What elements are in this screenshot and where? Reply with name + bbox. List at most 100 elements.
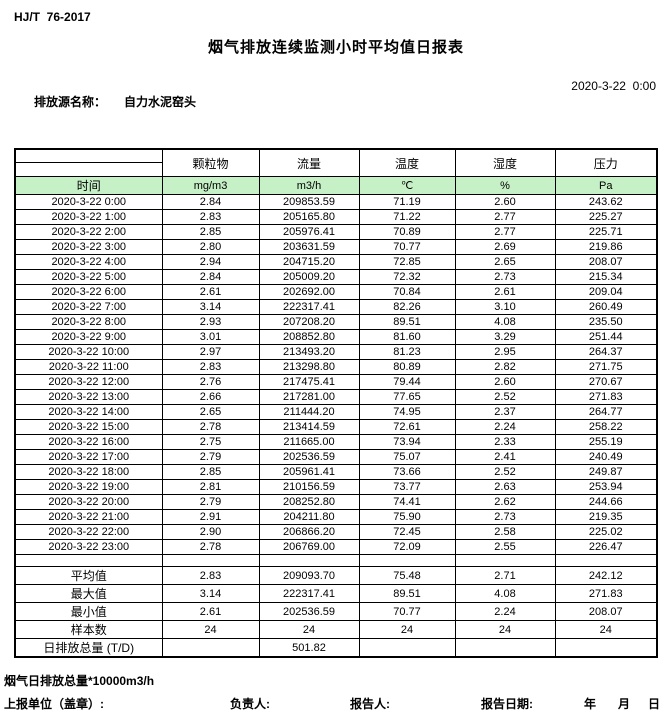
value-cell: 235.50 <box>554 314 658 330</box>
summary-row: 最大值 3.14 222317.41 89.51 4.08 271.83 <box>14 584 658 603</box>
summary-value-cell: 24 <box>161 620 260 639</box>
time-cell: 2020-3-22 2:00 <box>14 224 163 240</box>
table-row: 2020-3-22 15:00 2.78 213414.59 72.61 2.24 258… <box>14 419 658 435</box>
time-cell: 2020-3-22 20:00 <box>14 494 163 510</box>
table-row: 2020-3-22 2:00 2.85 205976.41 70.89 2.77 225.… <box>14 224 658 240</box>
summary-label: 最小值 <box>14 602 163 621</box>
value-cell: 208.07 <box>554 254 658 270</box>
value-cell: 264.37 <box>554 344 658 360</box>
responsible-label: 负责人: <box>230 697 270 711</box>
summary-value-cell: 2.61 <box>161 602 260 621</box>
value-cell: 209853.59 <box>258 194 360 210</box>
value-cell: 72.32 <box>358 269 456 285</box>
table-row: 2020-3-22 12:00 2.76 217475.41 79.44 2.60 270… <box>14 374 658 390</box>
value-cell: 72.45 <box>358 524 456 540</box>
table-row: 2020-3-22 16:00 2.75 211665.00 73.94 2.33 255… <box>14 434 658 450</box>
spacer-cell <box>358 554 456 567</box>
summary-value-cell: 89.51 <box>358 584 456 603</box>
time-cell: 2020-3-22 9:00 <box>14 329 163 345</box>
value-cell: 204715.20 <box>258 254 360 270</box>
value-cell: 3.10 <box>454 299 556 315</box>
time-cell: 2020-3-22 11:00 <box>14 359 163 375</box>
time-cell: 2020-3-22 1:00 <box>14 209 163 225</box>
spacer-cell <box>258 554 360 567</box>
table-row: 2020-3-22 13:00 2.66 217281.00 77.65 2.52 271… <box>14 389 658 405</box>
value-cell: 264.77 <box>554 404 658 420</box>
col-header-flow: 流量 <box>258 148 360 177</box>
summary-value-cell: 501.82 <box>258 638 360 658</box>
value-cell: 207208.20 <box>258 314 360 330</box>
value-cell: 2.24 <box>454 419 556 435</box>
value-cell: 2.85 <box>161 464 260 480</box>
pollutant-header-row: 颗粒物 流量 温度 湿度 压力 <box>14 148 658 177</box>
time-cell: 2020-3-22 16:00 <box>14 434 163 450</box>
time-cell: 2020-3-22 17:00 <box>14 449 163 465</box>
time-cell: 2020-3-22 15:00 <box>14 419 163 435</box>
report-date-label: 报告日期: <box>481 697 533 711</box>
unit-header-row: 时间 mg/m3 m3/h ℃ % Pa <box>14 176 658 195</box>
time-cell: 2020-3-22 14:00 <box>14 404 163 420</box>
value-cell: 2.81 <box>161 479 260 495</box>
value-cell: 2.75 <box>161 434 260 450</box>
summary-value-cell: 202536.59 <box>258 602 360 621</box>
report-unit-label: 上报单位（盖章）: <box>4 697 104 711</box>
time-cell: 2020-3-22 18:00 <box>14 464 163 480</box>
value-cell: 71.22 <box>358 209 456 225</box>
value-cell: 208852.80 <box>258 329 360 345</box>
value-cell: 2.52 <box>454 464 556 480</box>
value-cell: 2.60 <box>454 374 556 390</box>
table-row: 2020-3-22 10:00 2.97 213493.20 81.23 2.95 264… <box>14 344 658 360</box>
table-row: 2020-3-22 1:00 2.83 205165.80 71.22 2.77 225.… <box>14 209 658 225</box>
value-cell: 2.33 <box>454 434 556 450</box>
value-cell: 2.77 <box>454 224 556 240</box>
value-cell: 2.95 <box>454 344 556 360</box>
table-row: 2020-3-22 22:00 2.90 206866.20 72.45 2.58 225… <box>14 524 658 540</box>
summary-value-cell: 70.77 <box>358 602 456 621</box>
value-cell: 72.85 <box>358 254 456 270</box>
summary-value-cell: 222317.41 <box>258 584 360 603</box>
value-cell: 2.94 <box>161 254 260 270</box>
source-label: 排放源名称： <box>34 95 107 109</box>
value-cell: 217281.00 <box>258 389 360 405</box>
value-cell: 255.19 <box>554 434 658 450</box>
value-cell: 2.62 <box>454 494 556 510</box>
value-cell: 4.08 <box>454 314 556 330</box>
value-cell: 209.04 <box>554 284 658 300</box>
value-cell: 203631.59 <box>258 239 360 255</box>
value-cell: 2.66 <box>161 389 260 405</box>
summary-value-cell: 2.83 <box>161 566 260 585</box>
summary-value-cell: 4.08 <box>454 584 556 603</box>
table-row: 2020-3-22 9:00 3.01 208852.80 81.60 3.29 251.… <box>14 329 658 345</box>
summary-label: 样本数 <box>14 620 163 639</box>
value-cell: 70.77 <box>358 239 456 255</box>
value-cell: 81.60 <box>358 329 456 345</box>
value-cell: 206769.00 <box>258 539 360 555</box>
value-cell: 82.26 <box>358 299 456 315</box>
table-row: 2020-3-22 18:00 2.85 205961.41 73.66 2.52 249… <box>14 464 658 480</box>
value-cell: 2.84 <box>161 194 260 210</box>
value-cell: 2.76 <box>161 374 260 390</box>
summary-row: 最小值 2.61 202536.59 70.77 2.24 208.07 <box>14 602 658 621</box>
unit-flow: m3/h <box>258 176 360 195</box>
value-cell: 2.73 <box>454 509 556 525</box>
monitoring-table: 颗粒物 流量 温度 湿度 压力 时间 mg/m3 m3/h ℃ % Pa 202… <box>14 148 658 658</box>
value-cell: 73.94 <box>358 434 456 450</box>
value-cell: 225.71 <box>554 224 658 240</box>
value-cell: 206866.20 <box>258 524 360 540</box>
value-cell: 2.65 <box>161 404 260 420</box>
col-header-temperature: 温度 <box>358 148 456 177</box>
summary-label: 日排放总量 (T/D) <box>14 638 163 658</box>
time-cell: 2020-3-22 22:00 <box>14 524 163 540</box>
value-cell: 219.35 <box>554 509 658 525</box>
value-cell: 208252.80 <box>258 494 360 510</box>
time-cell: 2020-3-22 10:00 <box>14 344 163 360</box>
summary-rows: 平均值 2.83 209093.70 75.48 2.71 242.12 最大值 3.14 22… <box>14 566 658 658</box>
table-row: 2020-3-22 21:00 2.91 204211.80 75.90 2.73 219… <box>14 509 658 525</box>
summary-row: 平均值 2.83 209093.70 75.48 2.71 242.12 <box>14 566 658 585</box>
summary-value-cell: 208.07 <box>554 602 658 621</box>
time-cell: 2020-3-22 7:00 <box>14 299 163 315</box>
time-cell: 2020-3-22 23:00 <box>14 539 163 555</box>
source-row: 排放源名称： 自力水泥窑头 2020-3-22 0:00 <box>14 79 656 124</box>
day-label: 日 <box>648 697 661 711</box>
